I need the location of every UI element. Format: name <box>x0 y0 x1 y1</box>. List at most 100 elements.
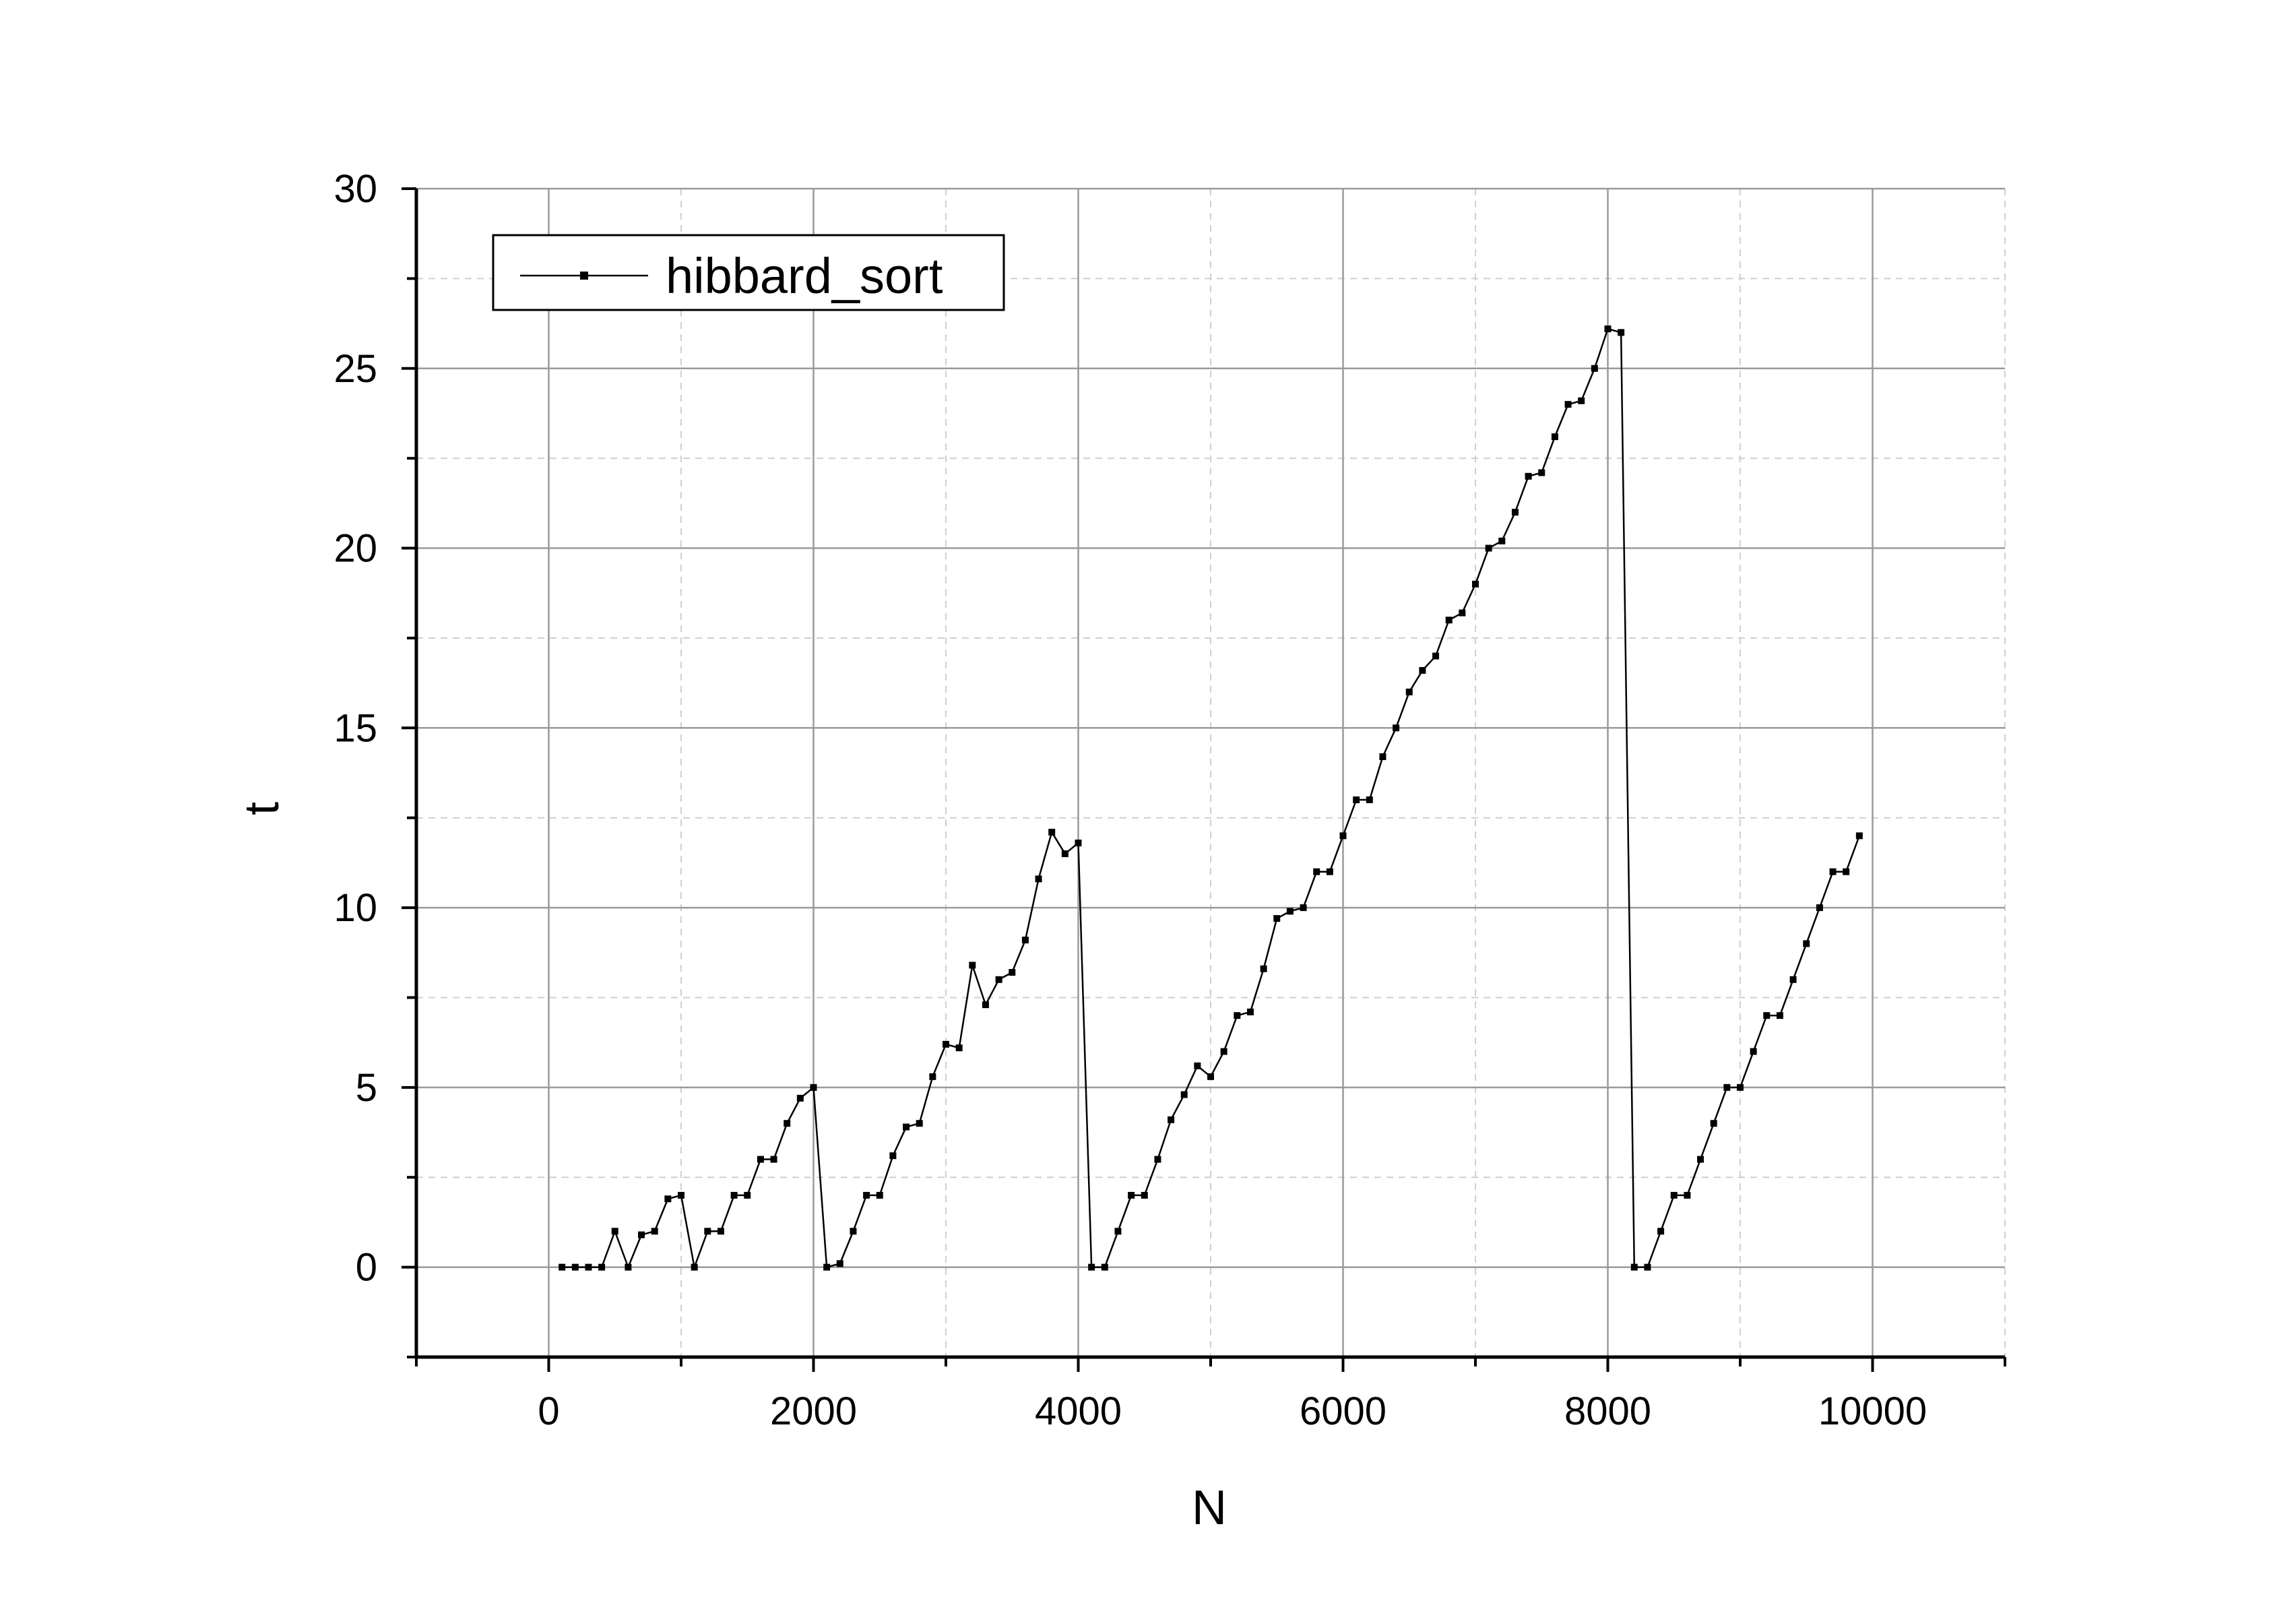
data-point <box>1141 1191 1148 1199</box>
legend: hibbard_sort <box>492 234 1005 311</box>
data-point <box>1485 544 1492 552</box>
data-point <box>1498 537 1506 544</box>
y-tick-label: 10 <box>333 886 377 930</box>
data-point <box>1657 1228 1665 1235</box>
data-point <box>1737 1083 1744 1091</box>
data-point <box>1035 875 1042 883</box>
data-point <box>1816 904 1823 912</box>
tick-labels: 0 2000 4000 6000 8000 10000 0 5 10 15 20 25 30 <box>333 167 1927 1433</box>
data-point <box>969 962 976 969</box>
data-point <box>1472 580 1479 588</box>
data-point <box>1180 1091 1188 1098</box>
data-point <box>876 1191 883 1199</box>
data-point <box>1366 796 1373 804</box>
data-point <box>744 1191 751 1199</box>
x-axis-title: N <box>1192 1481 1227 1535</box>
data-point <box>1300 904 1307 912</box>
data-point <box>810 1083 817 1091</box>
data-point <box>1048 829 1056 836</box>
data-point <box>638 1231 645 1238</box>
y-tick-label: 0 <box>356 1246 377 1290</box>
data-point <box>1644 1263 1651 1271</box>
data-point <box>1061 850 1069 858</box>
data-point <box>1684 1191 1691 1199</box>
data-point <box>664 1195 672 1203</box>
data-point <box>1114 1228 1122 1235</box>
data-point <box>1286 908 1294 915</box>
data-point <box>1525 472 1532 480</box>
data-point <box>1273 915 1281 922</box>
data-point <box>1670 1191 1678 1199</box>
data-point <box>1128 1191 1135 1199</box>
legend-box <box>492 234 1005 311</box>
data-point <box>1618 329 1625 336</box>
data-point <box>678 1191 684 1199</box>
legend-marker-sample <box>580 272 588 280</box>
data-point <box>1088 1263 1095 1271</box>
data-point <box>1194 1062 1201 1069</box>
x-tick-label: 10000 <box>1818 1389 1927 1433</box>
data-point <box>1207 1073 1214 1080</box>
data-point <box>1393 724 1400 732</box>
data-point <box>1511 509 1519 516</box>
x-tick-label: 6000 <box>1300 1389 1386 1433</box>
data-point <box>1220 1048 1227 1055</box>
data-point <box>1101 1263 1108 1271</box>
data-point <box>1750 1048 1757 1055</box>
data-point <box>1419 666 1426 674</box>
data-point <box>1789 976 1797 983</box>
data-point <box>784 1120 791 1127</box>
data-point <box>704 1228 711 1235</box>
data-point <box>571 1263 579 1271</box>
data-point <box>1432 652 1440 660</box>
data-point <box>1723 1083 1731 1091</box>
data-point <box>916 1120 923 1127</box>
data-point <box>1710 1120 1717 1127</box>
data-point <box>1630 1263 1638 1271</box>
y-axis-title: t <box>235 802 289 815</box>
x-tick-label: 2000 <box>770 1389 857 1433</box>
y-tick-label: 20 <box>333 527 377 571</box>
data-point <box>625 1263 632 1271</box>
axes <box>402 187 2006 1372</box>
data-point <box>1591 365 1598 372</box>
data-point <box>1009 969 1016 976</box>
data-point <box>850 1228 857 1235</box>
data-point <box>1604 325 1612 333</box>
data-point <box>585 1263 592 1271</box>
data-point <box>691 1263 698 1271</box>
data-point <box>598 1263 606 1271</box>
data-point <box>1829 868 1837 875</box>
x-tick-label: 0 <box>538 1389 559 1433</box>
data-point <box>1379 753 1386 760</box>
data-point <box>1075 840 1082 847</box>
y-tick-label: 15 <box>333 706 377 750</box>
data-point <box>1260 965 1267 972</box>
data-point <box>982 1001 989 1009</box>
data-point <box>1234 1012 1241 1019</box>
data-point <box>1353 796 1360 804</box>
data-point <box>1843 868 1850 875</box>
data-point <box>1564 401 1572 408</box>
data-point <box>651 1228 658 1235</box>
data-point <box>1339 832 1347 840</box>
data-point <box>770 1156 777 1163</box>
y-tick-label: 5 <box>356 1066 377 1110</box>
data-point <box>1168 1116 1175 1123</box>
grid-lines <box>416 187 2006 1358</box>
data-point <box>1326 868 1333 875</box>
data-point <box>943 1040 949 1048</box>
data-point <box>995 976 1002 983</box>
data-point <box>1445 617 1453 624</box>
data-point <box>1246 1008 1254 1015</box>
data-point <box>611 1228 618 1235</box>
x-tick-label: 8000 <box>1564 1389 1651 1433</box>
data-point <box>1405 688 1413 695</box>
data-point <box>1538 469 1545 476</box>
data-point <box>823 1263 831 1271</box>
data-point <box>717 1228 724 1235</box>
data-point <box>1578 397 1585 404</box>
data-point <box>1697 1156 1704 1163</box>
